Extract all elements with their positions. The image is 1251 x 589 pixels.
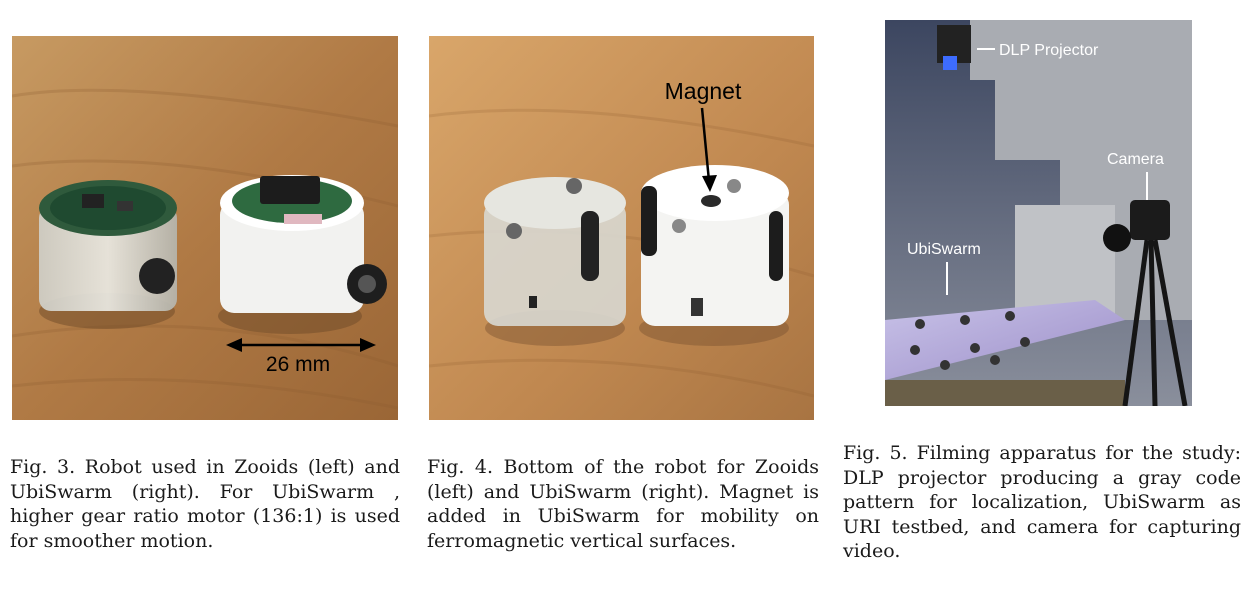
figure-4-caption: Fig. 4. Bottom of the robot for Zooids (…: [427, 456, 819, 552]
figure-3-caption: Fig. 3. Robot used in Zooids (left) and …: [10, 456, 400, 552]
projector-label: DLP Projector: [999, 42, 1099, 59]
robots-bottom-view-photo: Magnet: [429, 36, 814, 420]
figure-4-photo: Magnet: [429, 36, 814, 420]
figure-5-caption: Fig. 5. Filming apparatus for the study:…: [843, 442, 1241, 562]
ubiswarm-label: UbiSwarm: [907, 241, 981, 258]
figure-5-photo: DLP Projector Camera UbiSwarm: [885, 20, 1192, 406]
camera-label: Camera: [1107, 151, 1164, 168]
magnet-label: Magnet: [665, 78, 742, 104]
filming-apparatus-photo: DLP Projector Camera UbiSwarm: [885, 20, 1192, 406]
robots-top-view-photo: 26 mm: [12, 36, 398, 420]
dimension-label: 26 mm: [266, 353, 330, 376]
figure-3-photo: 26 mm: [12, 36, 398, 420]
